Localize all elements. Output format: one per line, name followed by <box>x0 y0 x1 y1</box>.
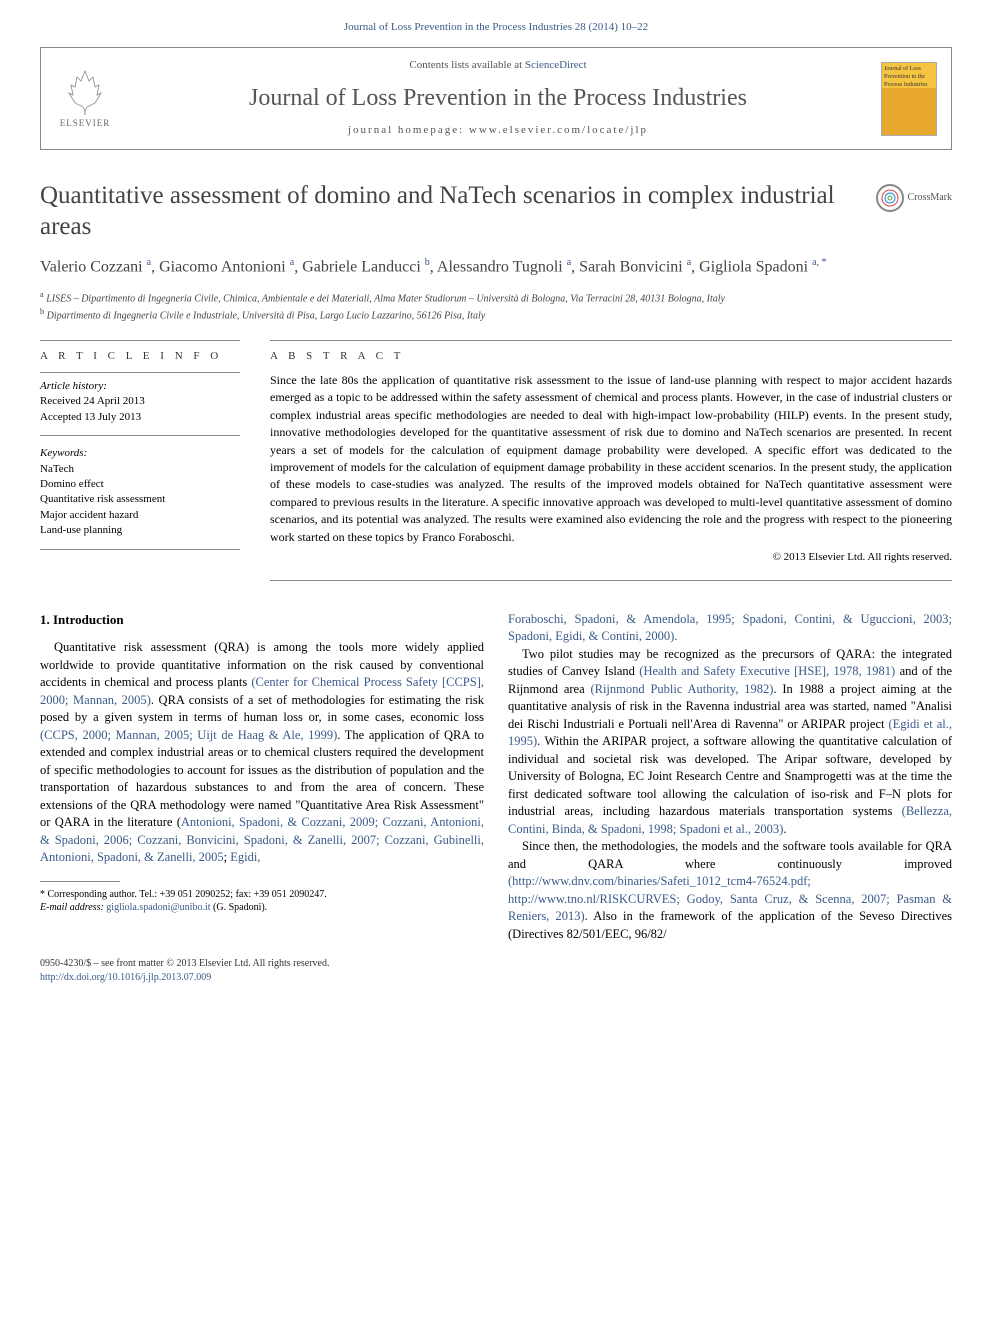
crossmark-label: CrossMark <box>908 191 952 205</box>
intro-paragraph-3: Since then, the methodologies, the model… <box>508 838 952 943</box>
article-info-heading: A R T I C L E I N F O <box>40 340 240 373</box>
citation-header: Journal of Loss Prevention in the Proces… <box>40 20 952 35</box>
elsevier-label: ELSEVIER <box>60 117 111 130</box>
authors-list: Valerio Cozzani a, Giacomo Antonioni a, … <box>40 256 952 279</box>
sciencedirect-link[interactable]: ScienceDirect <box>525 59 587 71</box>
accepted-date: Accepted 13 July 2013 <box>40 410 240 425</box>
journal-cover-thumbnail: Journal of Loss Prevention in the Proces… <box>881 62 937 136</box>
title-row: Quantitative assessment of domino and Na… <box>40 180 952 243</box>
issn-copyright-line: 0950-4230/$ – see front matter © 2013 El… <box>40 957 952 971</box>
footnote-separator <box>40 881 120 882</box>
body-column-left: 1. Introduction Quantitative risk assess… <box>40 611 484 944</box>
keyword-3: Major accident hazard <box>40 508 240 523</box>
abstract-column: A B S T R A C T Since the late 80s the a… <box>270 340 952 581</box>
footnotes: * Corresponding author. Tel.: +39 051 20… <box>40 888 484 915</box>
email-line: E-mail address: gigliola.spadoni@unibo.i… <box>40 901 484 915</box>
email-person: (G. Spadoni). <box>211 902 268 913</box>
header-center: Contents lists available at ScienceDirec… <box>129 58 867 138</box>
intro-paragraph-1: Quantitative risk assessment (QRA) is am… <box>40 639 484 867</box>
abstract-copyright: © 2013 Elsevier Ltd. All rights reserved… <box>270 550 952 566</box>
footer-bar: 0950-4230/$ – see front matter © 2013 El… <box>40 957 952 985</box>
abstract-heading: A B S T R A C T <box>270 340 952 364</box>
keyword-1: Domino effect <box>40 477 240 492</box>
journal-header-box: ELSEVIER Contents lists available at Sci… <box>40 47 952 149</box>
doi-link[interactable]: http://dx.doi.org/10.1016/j.jlp.2013.07.… <box>40 971 952 985</box>
keyword-2: Quantitative risk assessment <box>40 492 240 507</box>
homepage-label: journal homepage: <box>348 124 469 136</box>
corresponding-author-note: * Corresponding author. Tel.: +39 051 20… <box>40 888 484 902</box>
contents-text: Contents lists available at <box>409 59 524 71</box>
section-1-heading: 1. Introduction <box>40 611 484 629</box>
journal-name: Journal of Loss Prevention in the Proces… <box>129 82 867 116</box>
affiliation-b: b Dipartimento di Ingegneria Civile e In… <box>40 306 952 323</box>
body-column-right: Foraboschi, Spadoni, & Amendola, 1995; S… <box>508 611 952 944</box>
elsevier-logo: ELSEVIER <box>55 64 115 134</box>
contents-available-line: Contents lists available at ScienceDirec… <box>129 58 867 73</box>
article-history-block: Article history: Received 24 April 2013 … <box>40 379 240 436</box>
journal-homepage: journal homepage: www.elsevier.com/locat… <box>129 123 867 138</box>
info-abstract-row: A R T I C L E I N F O Article history: R… <box>40 340 952 581</box>
abstract-body: Since the late 80s the application of qu… <box>270 373 952 544</box>
history-label: Article history: <box>40 379 240 394</box>
affiliation-a: a LISES – Dipartimento di Ingegneria Civ… <box>40 289 952 306</box>
email-label: E-mail address: <box>40 902 106 913</box>
crossmark-icon <box>876 184 904 212</box>
article-title: Quantitative assessment of domino and Na… <box>40 180 862 243</box>
article-info-column: A R T I C L E I N F O Article history: R… <box>40 340 240 581</box>
received-date: Received 24 April 2013 <box>40 394 240 409</box>
email-address[interactable]: gigliola.spadoni@unibo.it <box>106 902 210 913</box>
keywords-block: Keywords: NaTech Domino effect Quantitat… <box>40 446 240 549</box>
elsevier-tree-icon <box>61 67 109 115</box>
affiliations: a LISES – Dipartimento di Ingegneria Civ… <box>40 289 952 324</box>
crossmark-badge[interactable]: CrossMark <box>876 184 952 212</box>
intro-paragraph-2: Two pilot studies may be recognized as t… <box>508 646 952 839</box>
keyword-0: NaTech <box>40 462 240 477</box>
abstract-text: Since the late 80s the application of qu… <box>270 372 952 581</box>
body-columns: 1. Introduction Quantitative risk assess… <box>40 611 952 944</box>
intro-paragraph-1-cont: Foraboschi, Spadoni, & Amendola, 1995; S… <box>508 611 952 646</box>
keyword-4: Land-use planning <box>40 523 240 538</box>
homepage-url[interactable]: www.elsevier.com/locate/jlp <box>469 124 648 136</box>
keywords-label: Keywords: <box>40 446 240 461</box>
